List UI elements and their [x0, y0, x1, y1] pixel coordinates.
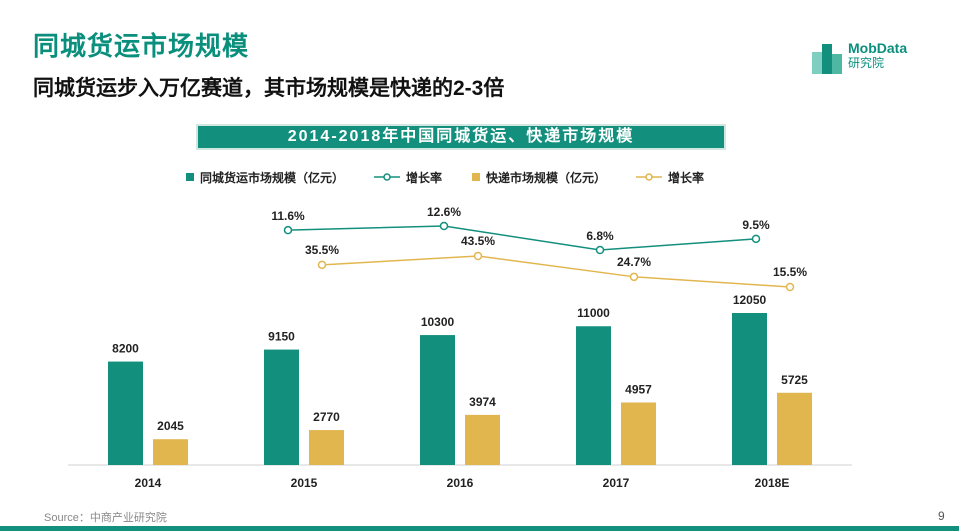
- bar-freight-2015: [264, 349, 299, 465]
- x-tick-label: 2016: [447, 476, 474, 490]
- bar-express-2016: [465, 414, 500, 465]
- growth-express-point: [785, 282, 795, 292]
- growth-express-point: [473, 251, 483, 261]
- legend-label: 同城货运市场规模（亿元）: [200, 170, 345, 185]
- growth-express-line: [321, 255, 791, 288]
- growth-express-label: 24.7%: [617, 255, 651, 269]
- logo-name: MobData: [848, 40, 908, 56]
- growth-freight-point: [439, 221, 449, 231]
- legend-item-freight-growth: 增长率: [374, 169, 442, 186]
- legend-item-express-growth: 增长率: [636, 169, 704, 186]
- bar-freight-label: 8200: [112, 342, 139, 356]
- legend-label: 增长率: [406, 170, 443, 185]
- x-tick-label: 2015: [291, 476, 318, 490]
- x-tick-label: 2018E: [755, 476, 790, 490]
- bar-express-2014: [153, 439, 188, 465]
- growth-express-point: [317, 260, 327, 270]
- growth-freight-label: 6.8%: [586, 229, 614, 243]
- bar-express-2015: [309, 430, 344, 465]
- bar-express-label: 2770: [313, 410, 340, 424]
- bar-freight-label: 9150: [268, 330, 295, 344]
- growth-express-label: 43.5%: [461, 234, 495, 248]
- growth-freight-label: 9.5%: [742, 218, 770, 232]
- bar-express-label: 2045: [157, 419, 184, 433]
- chart-title: 2014-2018年中国同城货运、快递市场规模: [196, 124, 726, 150]
- bar-express-2018E: [777, 392, 812, 465]
- logo-subtitle: 研究院: [848, 56, 885, 70]
- bar-freight-2017: [576, 326, 611, 465]
- legend-swatch-gold: [472, 173, 481, 181]
- growth-freight-point: [751, 234, 761, 244]
- bar-express-2017: [621, 402, 656, 465]
- growth-freight-label: 11.6%: [271, 209, 305, 223]
- growth-freight-line: [287, 225, 757, 251]
- growth-freight-point: [283, 225, 293, 235]
- growth-express-label: 35.5%: [305, 243, 339, 257]
- page-number: 9: [938, 509, 945, 523]
- bar-freight-2018E: [732, 313, 767, 465]
- legend-label: 增长率: [668, 170, 705, 185]
- legend-line-teal-icon: [374, 173, 401, 181]
- legend-label: 快递市场规模（亿元）: [486, 170, 607, 185]
- legend-swatch-teal: [186, 173, 194, 181]
- bar-express-label: 5725: [781, 373, 808, 387]
- page-title: 同城货运市场规模: [33, 31, 250, 61]
- chart-legend: 同城货运市场规模（亿元） 增长率 快递市场规模（亿元） 增长率: [186, 166, 734, 188]
- footer-divider: [0, 526, 959, 531]
- x-tick-label: 2017: [603, 476, 630, 490]
- legend-line-gold-icon: [636, 173, 663, 181]
- legend-item-freight-bar: 同城货运市场规模（亿元）: [186, 169, 344, 186]
- bar-freight-2014: [108, 361, 143, 465]
- bar-freight-label: 11000: [577, 306, 610, 320]
- x-tick-label: 2014: [135, 476, 162, 490]
- mobdata-logo-icon: [812, 44, 842, 74]
- bar-freight-label: 10300: [421, 315, 455, 329]
- page-subtitle: 同城货运步入万亿赛道，其市场规模是快递的2-3倍: [33, 77, 505, 100]
- growth-express-point: [629, 272, 639, 282]
- bar-express-label: 3974: [469, 395, 496, 409]
- source-note: Source：中商产业研究院: [44, 512, 167, 524]
- bar-freight-label: 12050: [733, 293, 767, 307]
- growth-freight-label: 12.6%: [427, 205, 461, 219]
- growth-express-label: 15.5%: [773, 265, 807, 279]
- legend-item-express-bar: 快递市场规模（亿元）: [472, 169, 606, 186]
- bar-express-label: 4957: [625, 382, 652, 396]
- bar-freight-2016: [420, 335, 455, 465]
- growth-freight-point: [595, 245, 605, 255]
